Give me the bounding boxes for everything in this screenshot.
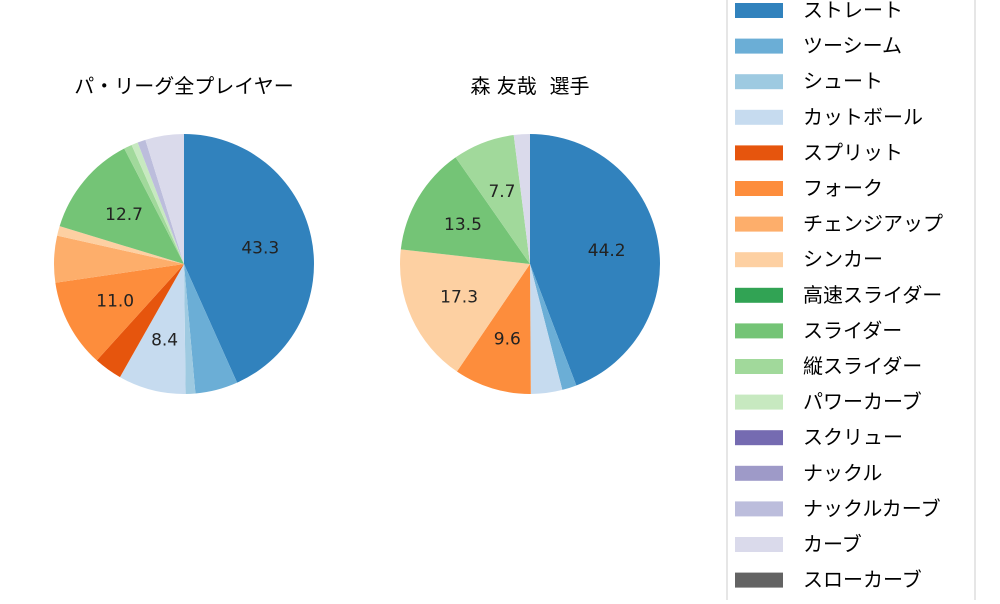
pie-slice-league-3 <box>119 264 186 395</box>
legend-swatch <box>735 216 783 232</box>
legend-swatch <box>735 537 783 552</box>
legend-swatch <box>735 109 783 125</box>
pie-league: 43.3 8.4 11.0 12.7 <box>54 134 314 395</box>
pie-data-label: 13.5 <box>444 215 482 235</box>
legend-frame <box>726 0 976 604</box>
legend-swatch <box>735 572 783 588</box>
pie-data-label: 9.6 <box>494 330 521 350</box>
pie-slice-league-7 <box>57 226 184 264</box>
pie-title-league: パ・リーグ全プレイヤー <box>74 74 293 98</box>
legend-swatch <box>735 501 783 517</box>
pie-slice-league-4 <box>96 264 184 378</box>
legend-swatch <box>735 252 783 268</box>
legend-label: シンカー <box>803 247 883 271</box>
pie-slice-league-1 <box>184 264 238 394</box>
pie-data-label: 7.7 <box>488 182 515 202</box>
legend-label: スライダー <box>803 318 902 342</box>
pie-slice-league-9 <box>59 148 184 264</box>
pie-slice-league-5 <box>55 264 184 361</box>
pie-data-label: 11.0 <box>96 292 134 312</box>
pie-slice-player-3 <box>530 264 563 394</box>
pie-slice-league-10 <box>124 145 184 264</box>
legend-swatch <box>735 3 783 18</box>
legend-label: スクリュー <box>803 425 903 449</box>
legend-swatch <box>735 145 783 161</box>
legend-label: スローカーブ <box>803 568 922 592</box>
legend-label: 高速スライダー <box>803 283 942 307</box>
pie-data-label: 12.7 <box>105 205 143 225</box>
pie-slice-league-11 <box>131 142 184 264</box>
pie-slice-league-6 <box>54 235 184 283</box>
legend-label: スプリット <box>803 140 903 164</box>
legend-swatch <box>735 465 783 481</box>
legend-label: チェンジアップ <box>803 212 943 236</box>
legend-label: シュート <box>803 69 883 93</box>
legend-label: ナックル <box>803 461 882 485</box>
legend-swatch <box>735 323 783 339</box>
legend-swatch <box>735 287 783 303</box>
pie-data-label: 17.3 <box>440 288 478 308</box>
legend-label: パワーカーブ <box>803 390 922 414</box>
pie-title-player: 森 友哉 選手 <box>470 74 589 98</box>
pie-slice-player-10 <box>455 135 530 264</box>
pie-slice-league-2 <box>184 264 196 394</box>
legend-swatch <box>735 74 783 90</box>
pie-slice-player-9 <box>400 157 530 264</box>
legend-label: カットボール <box>803 105 923 129</box>
legend: ストレートツーシームシュートカットボールスプリットフォークチェンジアップシンカー… <box>726 0 976 604</box>
legend-label: フォーク <box>803 176 883 200</box>
legend-label: カーブ <box>803 532 862 556</box>
pie-data-label: 44.2 <box>588 241 626 261</box>
pie-slice-league-15 <box>145 134 184 264</box>
legend-swatch <box>735 38 783 54</box>
pie-slice-league-14 <box>137 139 184 264</box>
pie-player: 44.2 9.6 17.3 13.5 7.7 <box>399 134 660 395</box>
pie-slice-player-0 <box>530 134 660 386</box>
pie-slice-player-7 <box>399 249 530 372</box>
pie-data-label: 43.3 <box>241 239 279 259</box>
pie-slice-player-15 <box>513 134 530 264</box>
legend-label: ツーシーム <box>803 34 902 58</box>
legend-swatch <box>735 430 783 446</box>
legend-label: 縦スライダー <box>803 354 922 378</box>
pie-slice-player-5 <box>456 264 531 395</box>
pie-slice-player-1 <box>530 264 577 390</box>
legend-swatch <box>735 181 783 196</box>
legend-label: ナックルカーブ <box>803 496 941 520</box>
legend-swatch <box>735 359 783 374</box>
legend-label: ストレート <box>803 0 903 22</box>
pie-data-label: 8.4 <box>151 331 178 351</box>
legend-swatch <box>735 394 783 410</box>
pie-slice-league-0 <box>184 134 314 383</box>
